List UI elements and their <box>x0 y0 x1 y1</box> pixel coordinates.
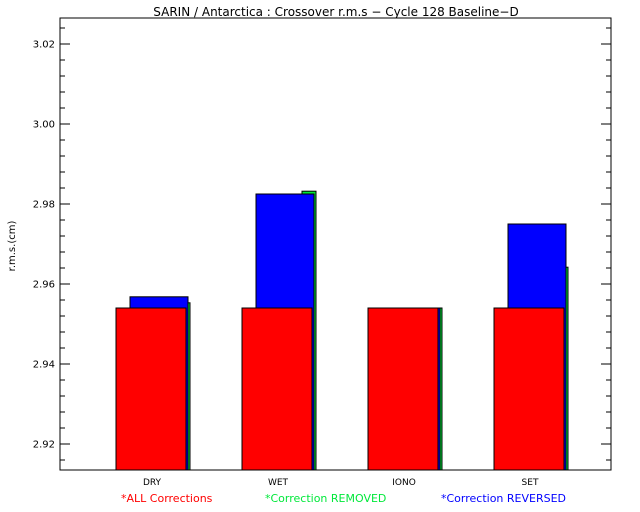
y-tick-label: 2.98 <box>33 200 55 211</box>
plot-frame <box>59 17 612 471</box>
y-tick-label: 2.96 <box>33 280 55 291</box>
y-tick-labels: 2.92 2.94 2.96 2.98 3.00 3.02 <box>33 40 55 451</box>
chart-title: SARIN / Antarctica : Crossover r.m.s − C… <box>153 5 518 19</box>
bar-all-iono <box>367 307 439 471</box>
bars-layer <box>115 190 569 471</box>
x-category-label-dry: DRY <box>143 478 162 488</box>
x-category-label-wet: WET <box>268 478 289 488</box>
legend-entry: *Correction REMOVED <box>265 492 386 505</box>
legend: *ALL Corrections *Correction REMOVED *Corr… <box>121 492 566 505</box>
bar-all-wet <box>241 307 313 471</box>
bar-all-dry <box>115 307 187 471</box>
bar-all-set <box>493 307 565 471</box>
y-tick-label: 2.94 <box>33 360 55 371</box>
y-tick-label: 2.92 <box>33 440 55 451</box>
x-category-label-iono: IONO <box>392 478 416 488</box>
y-tick-label: 3.02 <box>33 40 55 51</box>
legend-entry: *ALL Corrections <box>121 492 213 505</box>
y-axis-label: r.m.s.(cm) <box>7 221 18 272</box>
axis-ticks <box>60 27 611 461</box>
y-tick-label: 3.00 <box>33 120 55 131</box>
x-category-labels: DRY WET IONO SET <box>143 478 539 488</box>
legend-entry: *Correction REVERSED <box>441 492 566 505</box>
x-category-label-set: SET <box>522 478 539 488</box>
